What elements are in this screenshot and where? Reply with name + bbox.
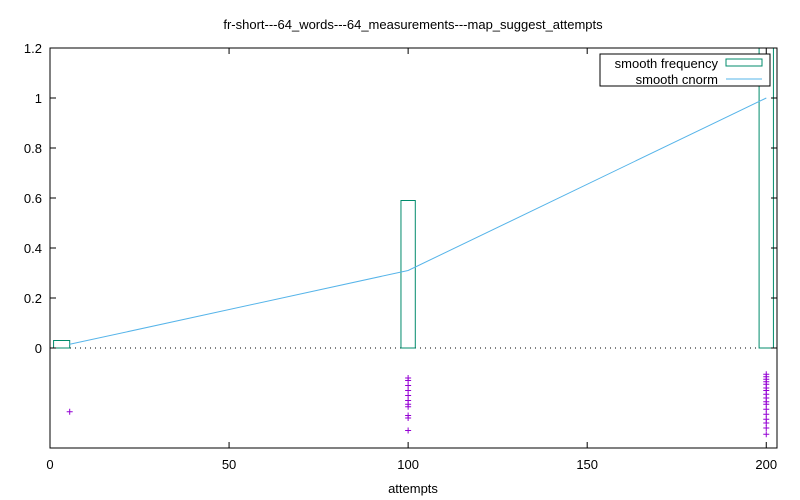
- frequency-bar: [400, 200, 416, 349]
- legend-swatch-smooth-frequency: [725, 58, 763, 67]
- y-tick-label: 0.4: [24, 241, 42, 256]
- y-tick-label: 0: [35, 341, 42, 356]
- frequency-bar: [53, 340, 71, 349]
- x-axis-label: attempts: [388, 481, 438, 496]
- cnorm-line: [69, 97, 767, 345]
- legend-label-smooth-cnorm: smooth cnorm: [636, 72, 718, 87]
- x-tick-label: 50: [222, 457, 236, 472]
- data-point: [763, 425, 770, 431]
- data-point: [405, 415, 412, 421]
- x-tick-label: 0: [46, 457, 53, 472]
- y-tick-label: 1: [35, 91, 42, 106]
- y-tick-label: 0.8: [24, 141, 42, 156]
- x-tick-label: 200: [755, 457, 777, 472]
- y-tick-label: 0.6: [24, 191, 42, 206]
- data-point: [763, 431, 770, 438]
- data-point: [66, 408, 73, 415]
- x-tick-label: 150: [576, 457, 598, 472]
- y-tick-label: 0.2: [24, 291, 42, 306]
- data-point: [405, 427, 412, 434]
- legend-label-smooth-frequency: smooth frequency: [615, 56, 719, 71]
- y-tick-label: 1.2: [24, 41, 42, 56]
- chart-title: fr-short---64_words---64_measurements---…: [223, 17, 603, 32]
- plot-frame: [49, 47, 778, 449]
- data-point: [405, 403, 412, 410]
- x-tick-label: 100: [397, 457, 419, 472]
- legend: smooth frequency smooth cnorm: [599, 53, 771, 87]
